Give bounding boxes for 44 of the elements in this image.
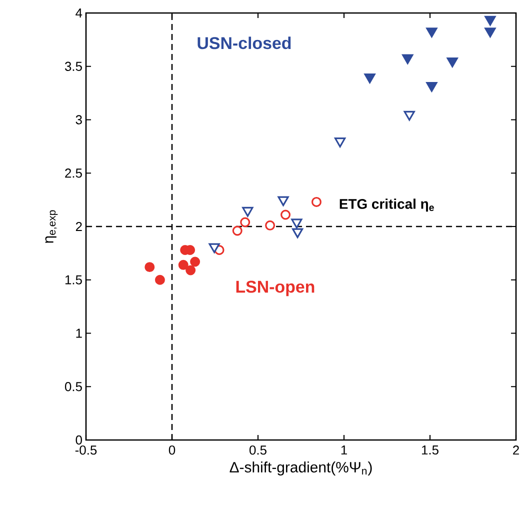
- x-tick-label: -0.5: [75, 446, 97, 455]
- y-tick-label: 2: [76, 222, 82, 232]
- x-tick-label: 0: [168, 446, 176, 455]
- point: [311, 196, 322, 207]
- point: [484, 28, 496, 38]
- y-tick-label: 3.5: [64, 62, 82, 71]
- point: [178, 260, 188, 270]
- y-tick-label: 1.5: [65, 275, 82, 284]
- point: [446, 57, 458, 68]
- point: [402, 54, 414, 64]
- point: [144, 262, 155, 272]
- x-tick-label: 1: [341, 446, 347, 454]
- y-tick-label: 0.5: [64, 382, 82, 392]
- point: [278, 196, 289, 206]
- x-tick-label: 1.5: [422, 446, 438, 455]
- point: [364, 73, 376, 84]
- y-tick-label: 3: [76, 115, 82, 124]
- point: [280, 210, 291, 220]
- point: [334, 138, 346, 148]
- y-axis-title: η$_{e,exp}$: [45, 210, 58, 243]
- point: [426, 82, 438, 92]
- y-tick-label: 0: [76, 435, 82, 445]
- point: [186, 265, 196, 276]
- ref-line-label: ETG critical η$_{e}$: [340, 198, 434, 212]
- annotation: USN-closed: [198, 36, 291, 50]
- point: [190, 256, 200, 267]
- point: [291, 218, 302, 229]
- x-tick-label: 0.5: [250, 446, 266, 455]
- point: [240, 217, 250, 228]
- y-tick-label: 1: [76, 328, 82, 338]
- point: [154, 274, 165, 285]
- annotation: LSN-open: [236, 280, 314, 296]
- x-axis-title: Δ-shift-gradient(%Ψ$_{n}$): [230, 462, 372, 476]
- y-tick-label: 2.5: [65, 168, 82, 178]
- point: [265, 220, 276, 230]
- point: [292, 228, 304, 238]
- point: [404, 110, 415, 121]
- point: [484, 16, 496, 26]
- point: [232, 226, 242, 236]
- point: [208, 243, 220, 254]
- point: [242, 206, 254, 217]
- point: [426, 28, 438, 38]
- y-tick-label: 4: [76, 8, 82, 18]
- x-tick-label: 2: [513, 446, 519, 455]
